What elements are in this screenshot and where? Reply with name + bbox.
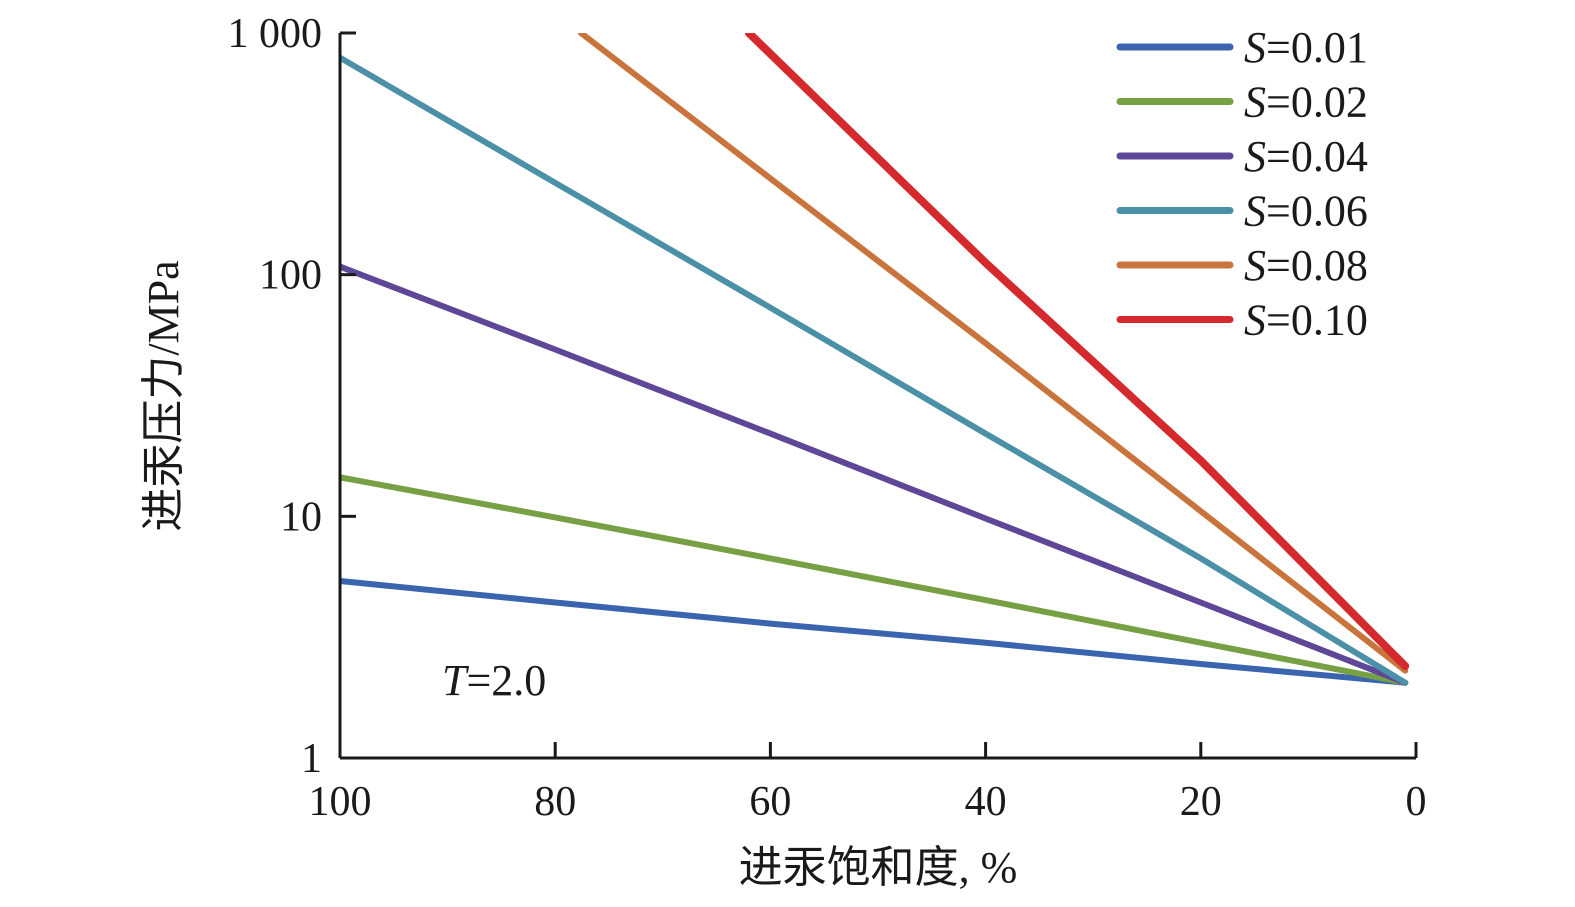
x-tick-label: 60	[749, 779, 791, 825]
y-axis-label: 进汞压力/MPa	[139, 260, 188, 531]
annotation-var: T	[442, 656, 470, 705]
legend-value: =0.08	[1266, 241, 1368, 290]
x-tick-label: 40	[965, 779, 1007, 825]
series-line-6	[744, 33, 1410, 671]
x-tick-label: 80	[534, 779, 576, 825]
legend-value: =0.04	[1266, 132, 1368, 181]
legend-var: S	[1244, 241, 1266, 290]
legend-label: S=0.02	[1244, 78, 1368, 127]
legend-var: S	[1244, 132, 1266, 181]
series-line-4	[340, 54, 1409, 686]
x-axis-label: 进汞饱和度, %	[739, 843, 1018, 892]
y-tick-label: 100	[259, 253, 322, 299]
series-line-2	[340, 474, 1409, 686]
annotation-t: T=2.0	[442, 656, 546, 705]
annotation-value: =2.0	[466, 656, 546, 705]
series-line-5	[578, 33, 1409, 674]
legend-var: S	[1244, 78, 1266, 127]
legend-label: S=0.08	[1244, 241, 1368, 290]
axes	[338, 33, 1416, 760]
ticks: 100 80 60 40 20 0 1 10 100 1 000	[228, 11, 1427, 825]
legend-label: S=0.10	[1244, 296, 1368, 345]
legend-value: =0.06	[1266, 187, 1368, 236]
legend-value: =0.10	[1266, 296, 1368, 345]
legend-value: =0.01	[1266, 23, 1368, 72]
series-line-1	[340, 578, 1409, 686]
legend-var: S	[1244, 296, 1266, 345]
x-tick-label: 20	[1180, 779, 1222, 825]
legend: S=0.01S=0.02S=0.04S=0.06S=0.08S=0.10	[1116, 23, 1368, 345]
y-tick-label: 10	[280, 494, 322, 540]
x-tick-label: 100	[309, 779, 372, 825]
y-tick-label: 1	[301, 736, 322, 782]
legend-label: S=0.06	[1244, 187, 1368, 236]
x-tick-label: 0	[1406, 779, 1427, 825]
legend-label: S=0.04	[1244, 132, 1368, 181]
series-line-3	[340, 263, 1409, 686]
legend-value: =0.02	[1266, 78, 1368, 127]
legend-label: S=0.01	[1244, 23, 1368, 72]
legend-var: S	[1244, 187, 1266, 236]
y-tick-label: 1 000	[228, 11, 323, 57]
series-lines	[340, 33, 1410, 686]
legend-var: S	[1244, 23, 1266, 72]
